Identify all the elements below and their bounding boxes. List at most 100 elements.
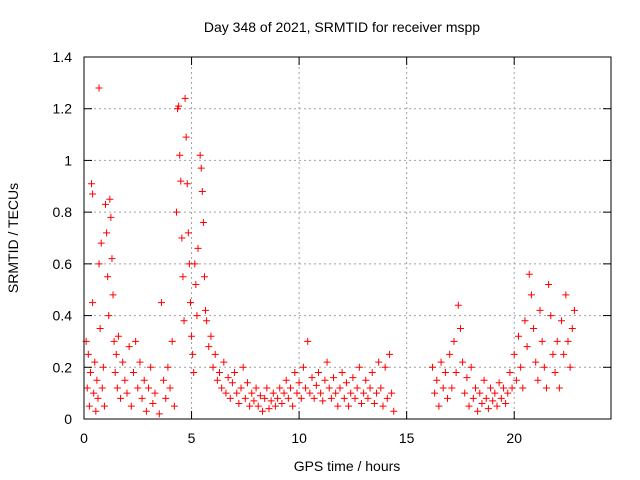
data-point: [549, 350, 557, 358]
data-point: [448, 384, 456, 392]
data-point: [261, 394, 269, 402]
data-point: [555, 384, 563, 392]
data-point: [168, 337, 176, 345]
data-point: [205, 343, 213, 351]
data-point: [327, 394, 335, 402]
data-point: [297, 394, 305, 402]
x-tick-label: 10: [291, 430, 307, 446]
data-point: [218, 384, 226, 392]
data-point: [198, 187, 206, 195]
data-point: [109, 291, 117, 299]
data-point: [286, 384, 294, 392]
data-point: [562, 291, 570, 299]
data-point: [241, 394, 249, 402]
data-point: [340, 394, 348, 402]
data-point: [222, 389, 230, 397]
data-point: [373, 389, 381, 397]
data-point: [379, 402, 387, 410]
data-point: [532, 358, 540, 366]
data-point: [314, 368, 322, 376]
data-point: [439, 384, 447, 392]
x-tick-label: 0: [80, 430, 88, 446]
data-point: [342, 379, 350, 387]
y-tick-label: 1.2: [53, 101, 73, 117]
data-point: [497, 394, 505, 402]
data-point: [98, 384, 106, 392]
data-point: [111, 368, 119, 376]
data-points: [82, 84, 578, 418]
axis-ticks: 0 0.2 0.4 0.6 0.8 1 1.2 1.4 0 5 10 15 20: [53, 49, 611, 446]
x-axis-title: GPS time / hours: [294, 458, 401, 474]
data-point: [105, 312, 113, 320]
data-point: [512, 376, 520, 384]
data-point: [237, 384, 245, 392]
data-point: [86, 368, 94, 376]
data-point: [484, 405, 492, 413]
data-point: [104, 273, 112, 281]
data-point: [117, 394, 125, 402]
data-point: [280, 389, 288, 397]
data-point: [197, 164, 205, 172]
data-point: [347, 389, 355, 397]
data-point: [383, 394, 391, 402]
data-point: [95, 84, 103, 92]
data-point: [93, 376, 101, 384]
y-tick-label: 1.4: [53, 49, 73, 65]
data-point: [138, 394, 146, 402]
data-point: [112, 350, 120, 358]
data-point: [478, 399, 486, 407]
data-point: [536, 306, 544, 314]
data-point: [103, 229, 111, 237]
data-point: [183, 180, 191, 188]
data-point: [269, 389, 277, 397]
data-point: [226, 394, 234, 402]
data-point: [102, 200, 110, 208]
data-point: [495, 379, 503, 387]
data-point: [325, 384, 333, 392]
data-point: [125, 343, 133, 351]
data-point: [551, 368, 559, 376]
data-point: [469, 394, 477, 402]
data-point: [510, 350, 518, 358]
data-point: [250, 397, 258, 405]
data-point: [164, 363, 172, 371]
x-tick-label: 15: [399, 430, 415, 446]
data-point: [482, 394, 490, 402]
data-point: [235, 399, 243, 407]
data-point: [506, 368, 514, 376]
data-point: [224, 374, 232, 382]
data-point: [246, 402, 254, 410]
data-point: [353, 384, 361, 392]
data-point: [304, 337, 312, 345]
data-point: [450, 337, 458, 345]
data-point: [160, 376, 168, 384]
data-point: [231, 368, 239, 376]
data-point: [194, 244, 202, 252]
data-point: [530, 325, 538, 332]
data-point: [190, 368, 198, 376]
data-point: [355, 363, 363, 371]
data-point: [106, 195, 114, 203]
data-point: [136, 358, 144, 366]
data-point: [332, 389, 340, 397]
data-point: [175, 102, 183, 110]
data-point: [170, 402, 178, 410]
data-point: [155, 410, 163, 418]
data-point: [243, 379, 251, 387]
data-point: [284, 394, 292, 402]
data-point: [149, 399, 157, 407]
data-point: [202, 306, 210, 314]
data-point: [538, 337, 546, 345]
data-point: [289, 402, 297, 410]
data-point: [330, 374, 338, 382]
data-point: [291, 368, 299, 376]
data-point: [114, 332, 122, 340]
data-point: [499, 384, 507, 392]
data-point: [388, 389, 396, 397]
y-tick-label: 0.8: [53, 204, 73, 220]
data-point: [134, 384, 142, 392]
data-point: [319, 397, 327, 405]
data-point: [113, 384, 121, 392]
data-point: [259, 407, 267, 415]
